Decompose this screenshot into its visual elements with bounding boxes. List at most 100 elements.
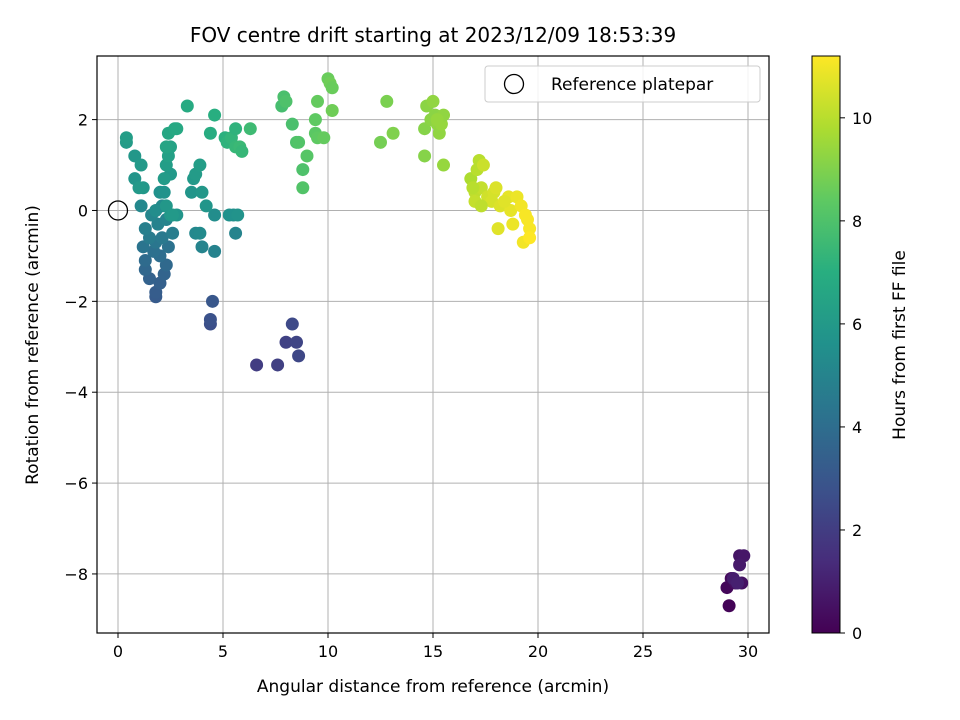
legend-reference-marker [503, 73, 525, 95]
scatter-point [195, 185, 209, 199]
colorbar-tick-label: 4 [852, 418, 862, 437]
scatter-point [134, 158, 148, 172]
scatter-point [185, 185, 198, 199]
scatter-point [317, 131, 331, 145]
scatter-point [138, 263, 152, 277]
scatter-point [296, 163, 310, 177]
scatter-point [731, 576, 744, 590]
scatter-point [134, 199, 148, 213]
legend: Reference platepar [484, 65, 761, 103]
y-tick-label: 2 [78, 111, 88, 130]
legend-box [484, 65, 761, 103]
scatter-point [437, 158, 450, 172]
y-axis-ticks: 2 0 −2 −4 −6 −8 [64, 111, 97, 584]
scatter-point [206, 294, 219, 308]
scatter-point [195, 240, 209, 254]
scatter-point [418, 122, 432, 136]
y-tick-label: −2 [64, 292, 88, 311]
scatter-point [430, 113, 444, 127]
scatter-point [733, 558, 747, 572]
scatter-point [292, 135, 306, 149]
scatter-point [208, 108, 222, 122]
colorbar-tick-label: 10 [852, 109, 872, 128]
scatter-point [229, 122, 243, 136]
colorbar-tick-label: 8 [852, 212, 862, 231]
colorbar-tick-label: 2 [852, 521, 862, 540]
scatter-point [271, 358, 285, 372]
scatter-point [119, 131, 133, 145]
colorbar: 0 2 4 6 8 10 Hours from first FF file [811, 55, 910, 643]
x-axis-label: Angular distance from reference (arcmin) [257, 677, 609, 697]
scatter-point [208, 208, 222, 222]
scatter-point [250, 358, 264, 372]
scatter-point [229, 226, 243, 240]
scatter-point [170, 122, 184, 136]
scatter-point [128, 149, 142, 163]
scatter-point [138, 222, 152, 236]
scatter-point [290, 335, 303, 349]
x-tick-label: 0 [113, 642, 123, 661]
x-tick-label: 5 [218, 642, 228, 661]
scatter-point [149, 203, 163, 217]
scatter-point [285, 117, 299, 131]
scatter-point [308, 113, 322, 127]
colorbar-ticks: 0 2 4 6 8 10 [840, 109, 872, 643]
colorbar-gradient [811, 55, 841, 634]
scatter-point [426, 94, 440, 108]
scatter-point [279, 335, 293, 349]
x-tick-label: 10 [318, 642, 338, 661]
colorbar-tick-label: 0 [852, 624, 862, 643]
scatter-point [193, 158, 207, 172]
x-tick-label: 25 [633, 642, 653, 661]
y-tick-label: −8 [64, 565, 88, 584]
scatter-point [157, 172, 171, 186]
scatter-point [159, 140, 173, 154]
colorbar-tick-label: 6 [852, 315, 862, 334]
scatter-point [418, 149, 432, 163]
scatter-point [285, 317, 299, 331]
scatter-point [155, 231, 169, 245]
scatter-point [180, 99, 194, 113]
scatter-point [203, 126, 217, 140]
scatter-point [132, 181, 146, 195]
scatter-point [491, 222, 505, 236]
scatter-point [235, 144, 249, 158]
scatter-point [231, 208, 245, 222]
y-tick-label: −6 [64, 474, 88, 493]
scatter-point [380, 94, 394, 108]
x-axis-ticks: 0 5 10 15 20 25 30 [113, 633, 758, 661]
scatter-point [374, 135, 387, 149]
scatter-point [279, 94, 293, 108]
scatter-point [159, 258, 173, 272]
scatter-point [489, 181, 503, 195]
plot-frame [96, 55, 770, 634]
scatter-point [497, 194, 511, 208]
colorbar-label: Hours from first FF file [890, 250, 910, 440]
scatter-point [325, 81, 339, 95]
scatter-point [166, 208, 180, 222]
scatter-point [311, 94, 324, 108]
data-points [107, 72, 751, 613]
scatter-point [157, 185, 171, 199]
scatter-point [300, 149, 314, 163]
scatter-point [466, 181, 480, 195]
scatter-point [193, 226, 207, 240]
y-tick-label: −4 [64, 383, 88, 402]
scatter-point [523, 231, 537, 245]
scatter-point [296, 181, 310, 195]
scatter-point [159, 199, 173, 213]
scatter-point [199, 199, 213, 213]
scatter-point [474, 199, 488, 213]
scatter-point [504, 203, 518, 217]
scatter-point [518, 208, 532, 222]
grid-lines [97, 56, 769, 633]
scatter-point [722, 599, 736, 613]
scatter-point [506, 217, 520, 231]
scatter-point [166, 226, 180, 240]
scatter-point [208, 244, 222, 258]
scatter-point [386, 126, 400, 140]
scatter-point [161, 240, 175, 254]
scatter-point [243, 122, 257, 136]
scatter-point [203, 313, 217, 327]
